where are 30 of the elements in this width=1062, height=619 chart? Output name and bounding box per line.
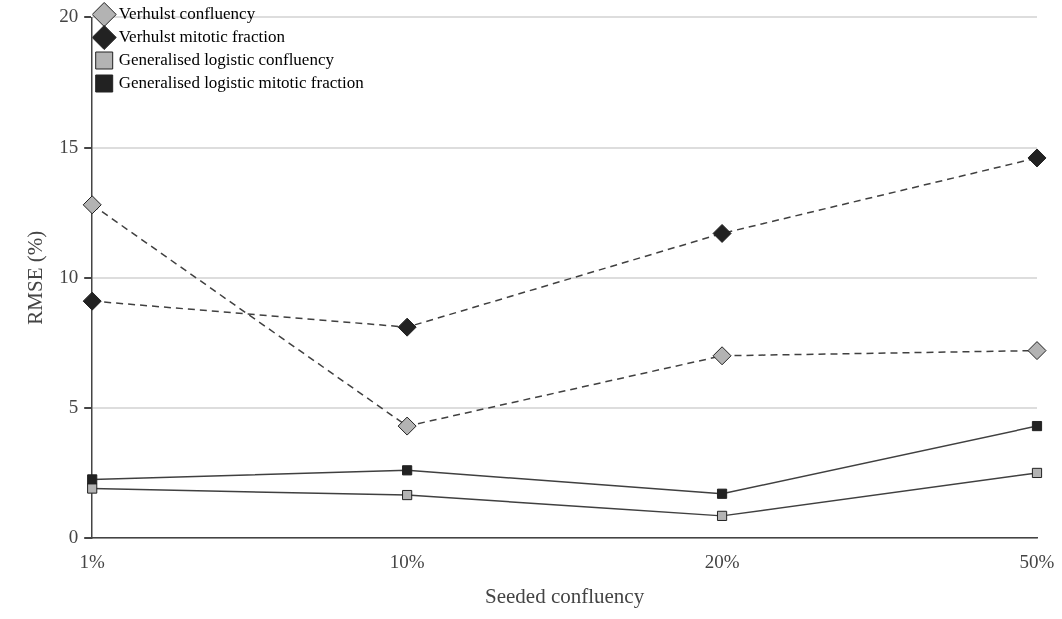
y-tick-label: 15: [59, 135, 79, 157]
point: [87, 483, 98, 494]
y-tick-label: 5: [68, 395, 79, 417]
point: [716, 510, 728, 521]
y-tick-label: 20: [59, 5, 79, 27]
y-tick-label: 10: [59, 265, 79, 287]
legend-label: Generalised logistic confluency: [118, 49, 335, 69]
y-axis-title: RMSE (%): [23, 230, 48, 325]
point: [402, 489, 413, 501]
point: [716, 488, 728, 499]
x-tick-label: 10%: [389, 551, 425, 573]
point: [82, 291, 102, 311]
point: [397, 317, 417, 337]
point: [397, 416, 417, 436]
point: [1027, 148, 1047, 168]
point: [1031, 420, 1043, 432]
point: [82, 195, 102, 215]
x-tick-label: 1%: [79, 551, 106, 573]
point: [1031, 467, 1043, 479]
x-axis-title: Seeded confluency: [485, 583, 645, 608]
y-tick-label: 0: [68, 525, 79, 547]
point: [712, 223, 732, 243]
legend-label: Verhulst mitotic fraction: [118, 26, 286, 46]
point: [402, 465, 413, 476]
point: [1027, 341, 1047, 361]
x-tick-label: 20%: [704, 551, 740, 573]
point: [712, 346, 732, 366]
x-tick-label: 50%: [1019, 551, 1055, 573]
legend-label: Generalised logistic mitotic fraction: [118, 72, 365, 92]
legend-label: Verhulst confluency: [118, 3, 256, 23]
